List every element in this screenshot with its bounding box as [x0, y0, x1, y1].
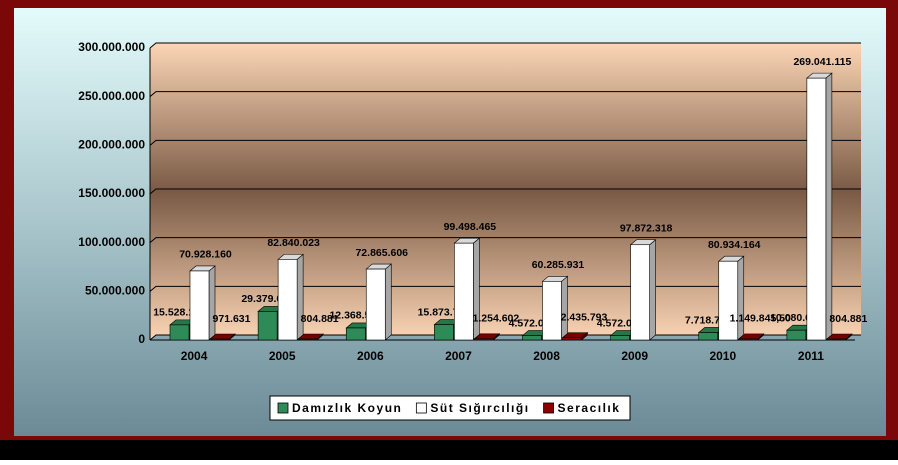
bar-side [649, 239, 656, 341]
bar [297, 338, 318, 341]
grid-line [149, 237, 861, 244]
bar [454, 242, 474, 341]
x-tick-label: 2007 [445, 349, 472, 363]
x-tick-label: 2008 [533, 349, 560, 363]
bar-side [473, 237, 480, 341]
bar [542, 281, 562, 341]
grid-line [149, 285, 861, 292]
data-label: 97.872.318 [620, 223, 673, 235]
bar [806, 77, 827, 341]
data-label: 99.498.465 [444, 221, 497, 233]
legend-label: Seracılık [558, 401, 621, 415]
data-label: 2.435.793 [561, 311, 608, 323]
grid-line [149, 139, 861, 146]
data-label: 72.865.606 [355, 247, 408, 259]
data-label: 60.285.931 [532, 259, 585, 271]
data-label: 804.881 [829, 313, 867, 325]
legend-swatch [415, 402, 427, 414]
x-tick-label: 2004 [181, 349, 208, 363]
y-tick-label: 200.000.000 [78, 138, 145, 152]
data-label: 804.881 [301, 313, 339, 325]
legend-swatch [277, 402, 289, 414]
bar-side [208, 265, 216, 341]
bar-side [296, 253, 304, 341]
grid-line [149, 42, 861, 49]
x-tick-label: 2011 [798, 349, 824, 363]
data-label: 80.934.164 [708, 239, 761, 251]
bar [738, 338, 759, 341]
bar [826, 338, 847, 341]
bar [345, 327, 366, 341]
bar [365, 268, 386, 341]
plot-area [150, 43, 861, 340]
data-label: 1.254.602 [473, 313, 520, 325]
legend-swatch [543, 402, 554, 414]
bar [169, 324, 190, 341]
y-tick-label: 300.000.000 [78, 40, 145, 54]
grid-line [149, 91, 861, 98]
bar [698, 332, 719, 341]
bar [610, 335, 630, 341]
x-tick-label: 2006 [357, 349, 384, 363]
y-tick-label: 50.000.000 [85, 284, 145, 298]
legend-label: Damızlık Koyun [292, 401, 402, 415]
data-label: 1.149.845,50 [730, 313, 791, 325]
bar [718, 260, 739, 341]
x-tick-label: 2009 [621, 349, 648, 363]
bar-side [825, 72, 833, 341]
data-label: 269.041.115 [793, 56, 851, 68]
legend-label: Süt Sığırcılığı [430, 401, 529, 415]
bar-side [561, 275, 568, 341]
bar-side [384, 263, 392, 341]
x-tick-label: 2005 [269, 349, 296, 363]
bar [209, 338, 230, 341]
bar [522, 335, 542, 341]
y-tick-label: 0 [138, 332, 145, 346]
bottom-bar [0, 440, 898, 460]
bar [434, 324, 454, 341]
data-label: 971.631 [213, 313, 251, 325]
bar [786, 329, 807, 341]
y-tick-label: 250.000.000 [78, 89, 145, 103]
bar [474, 338, 494, 341]
grid-line [149, 188, 861, 195]
legend [269, 395, 631, 421]
y-tick-label: 150.000.000 [78, 186, 145, 200]
bar [189, 270, 210, 341]
bar [257, 311, 278, 341]
bar [277, 259, 298, 341]
bar [630, 244, 650, 341]
bar-side [737, 255, 745, 341]
x-tick-label: 2010 [709, 349, 736, 363]
data-label: 70.928.160 [179, 249, 232, 261]
bar [562, 337, 582, 341]
data-label: 82.840.023 [267, 237, 320, 249]
y-tick-label: 100.000.000 [78, 235, 145, 249]
